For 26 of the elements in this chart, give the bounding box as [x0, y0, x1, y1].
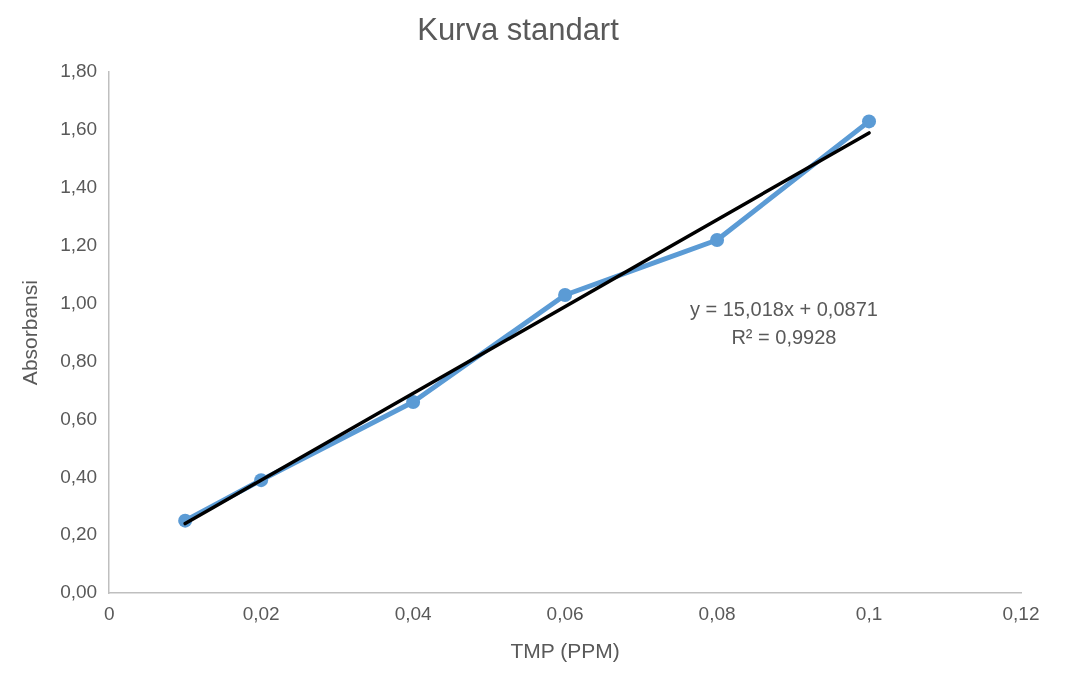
y-tick-label: 0,80 — [60, 349, 98, 371]
x-tick-label: 0,1 — [855, 602, 883, 624]
x-tick-label: 0,08 — [698, 602, 736, 624]
x-tick-label: 0,06 — [546, 602, 584, 624]
y-axis-title: Absorbansi — [18, 280, 42, 386]
y-tick-label: 1,80 — [60, 60, 98, 82]
annotation: y = 15,018x + 0,0871 — [689, 297, 878, 320]
y-tick-label: 1,00 — [60, 291, 98, 313]
point — [406, 395, 421, 410]
point — [862, 114, 877, 129]
y-tick-label: 0,60 — [60, 407, 98, 429]
annotation: R² = 0,9928 — [731, 325, 837, 348]
point — [558, 287, 573, 302]
y-tick-label: 0,00 — [60, 581, 98, 603]
y-tick-label: 0,40 — [60, 465, 98, 487]
x-axis-title: TMP (PPM) — [510, 639, 620, 663]
y-tick-label: 1,40 — [60, 176, 98, 198]
point — [710, 233, 725, 248]
y-tick-label: 1,60 — [60, 118, 98, 140]
x-tick-label: 0,12 — [1002, 602, 1040, 624]
chart-title: Kurva standart — [417, 12, 620, 48]
x-tick-label: 0,04 — [394, 602, 433, 624]
y-tick-label: 0,20 — [60, 523, 98, 545]
x-tick-label: 0,02 — [242, 602, 280, 624]
x-tick-label: 0 — [103, 602, 115, 624]
y-tick-label: 1,20 — [60, 234, 98, 256]
